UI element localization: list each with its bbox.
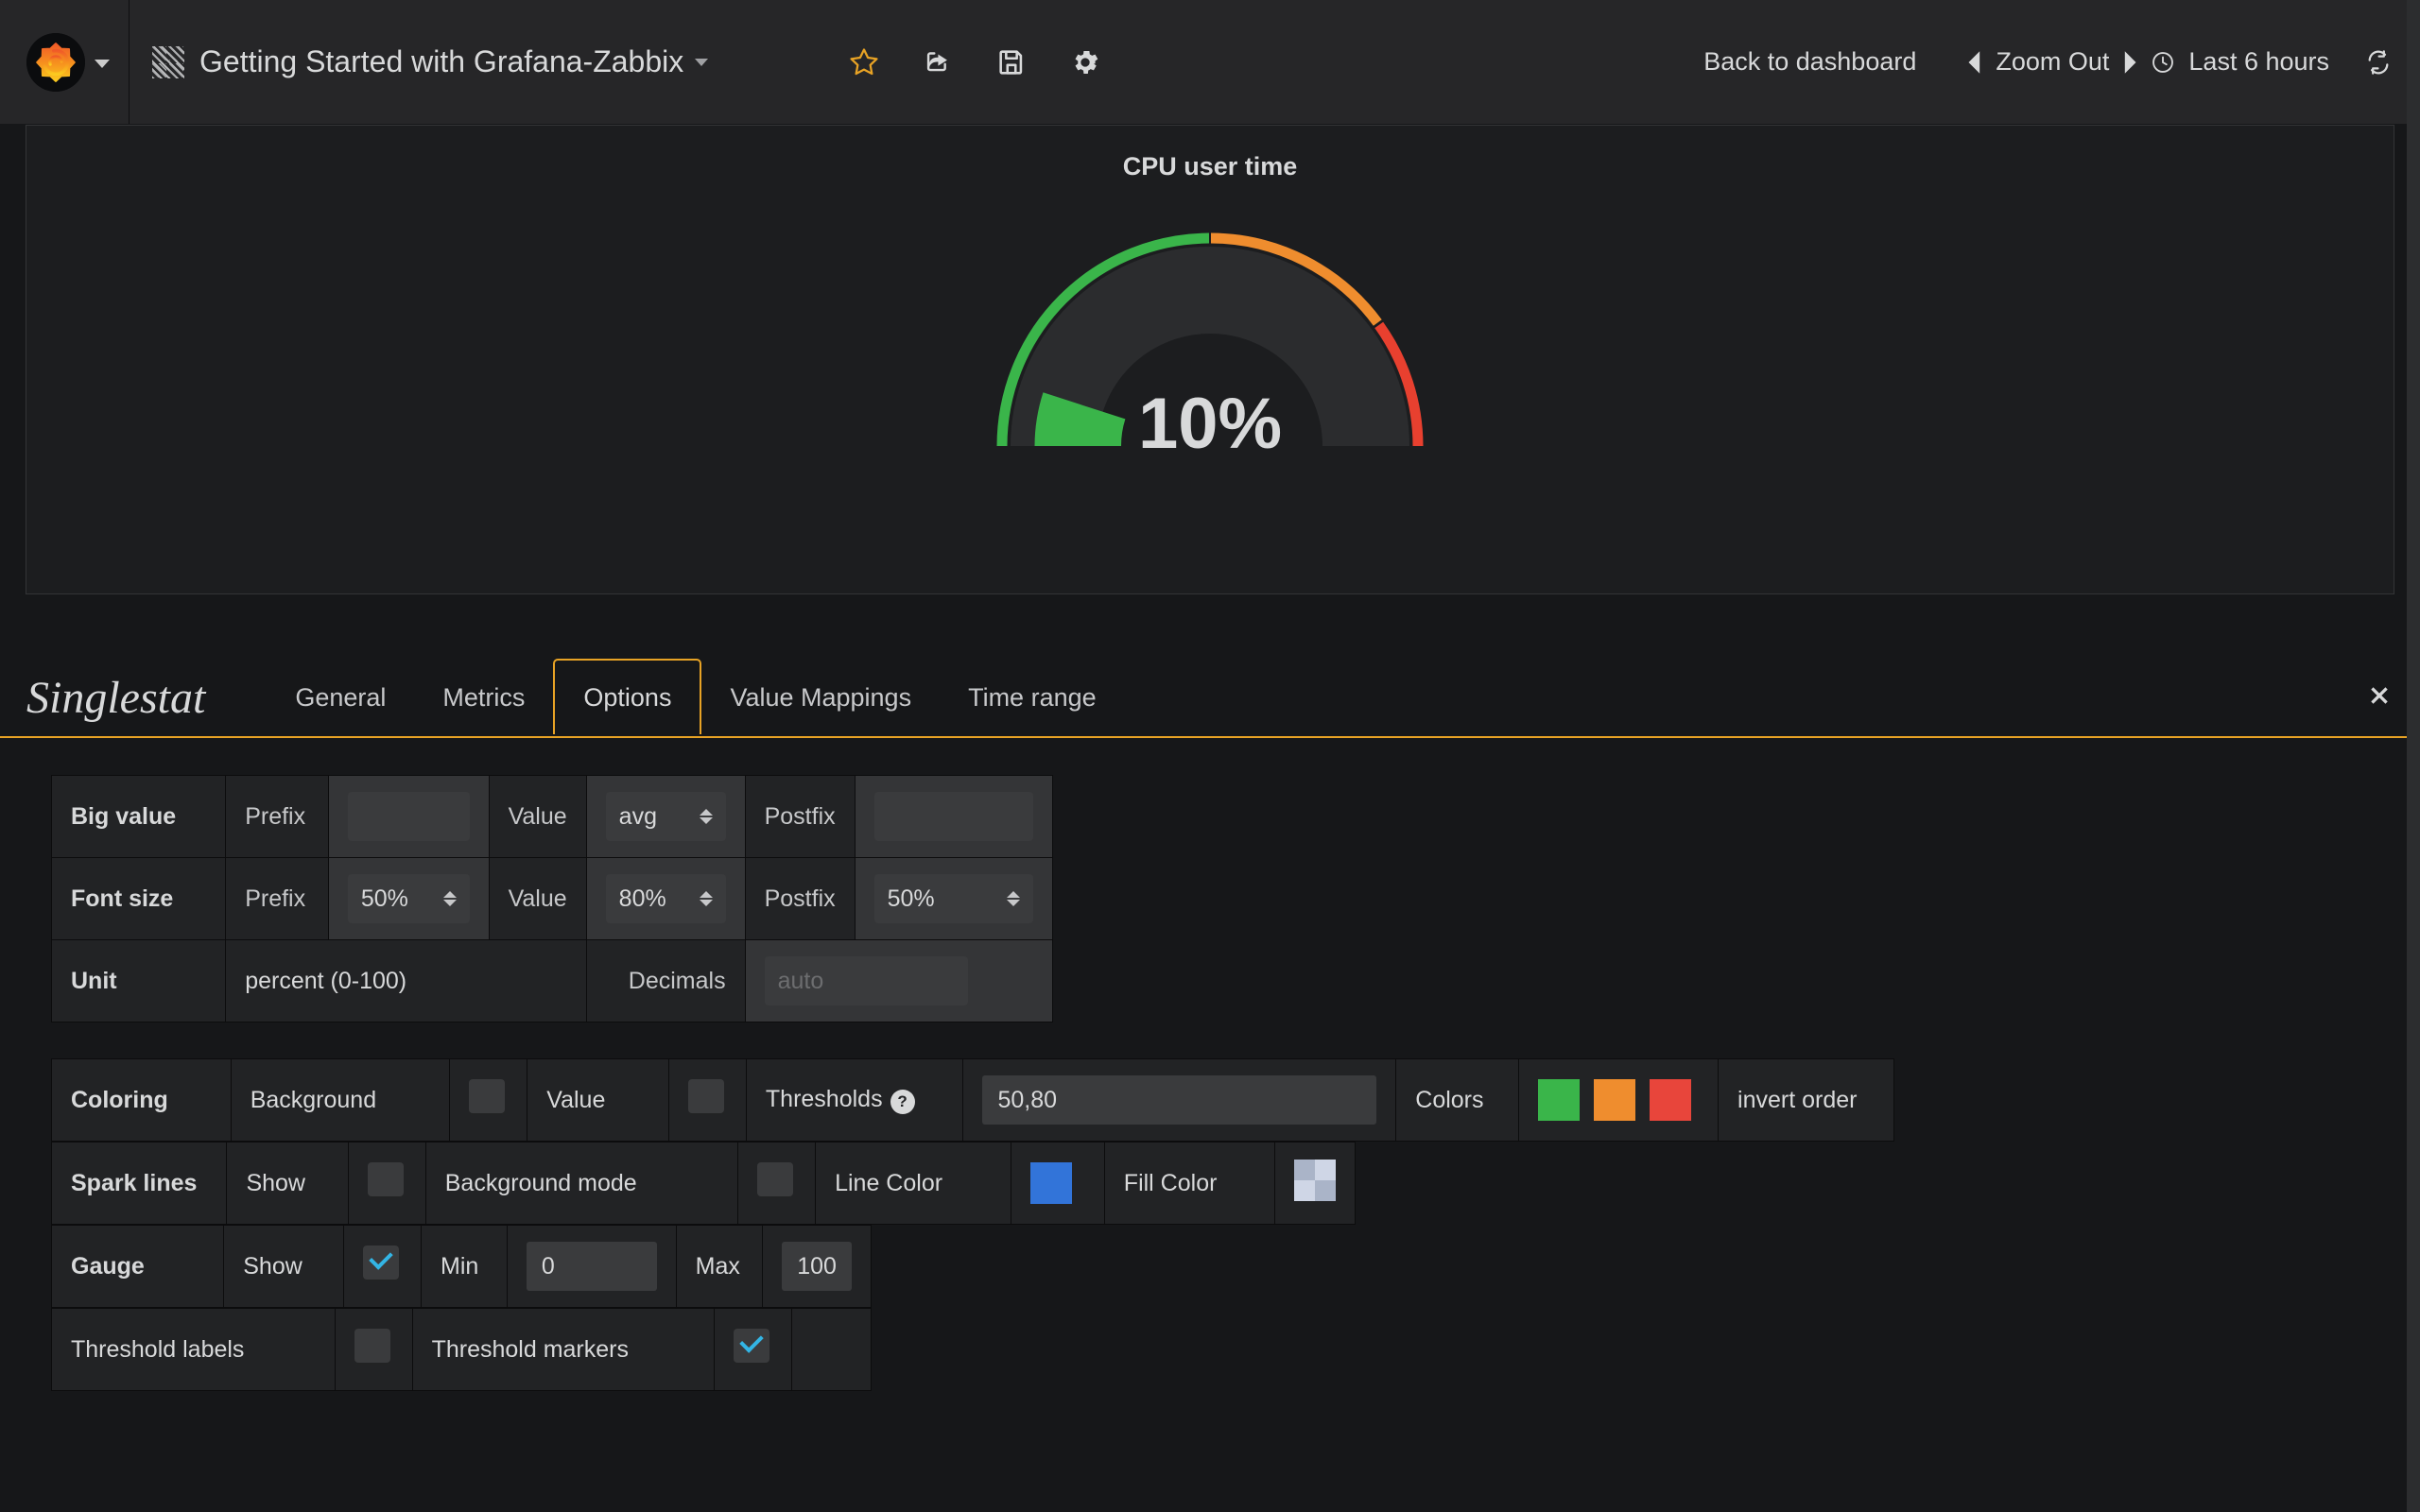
svg-text:10%: 10% <box>1138 384 1282 464</box>
